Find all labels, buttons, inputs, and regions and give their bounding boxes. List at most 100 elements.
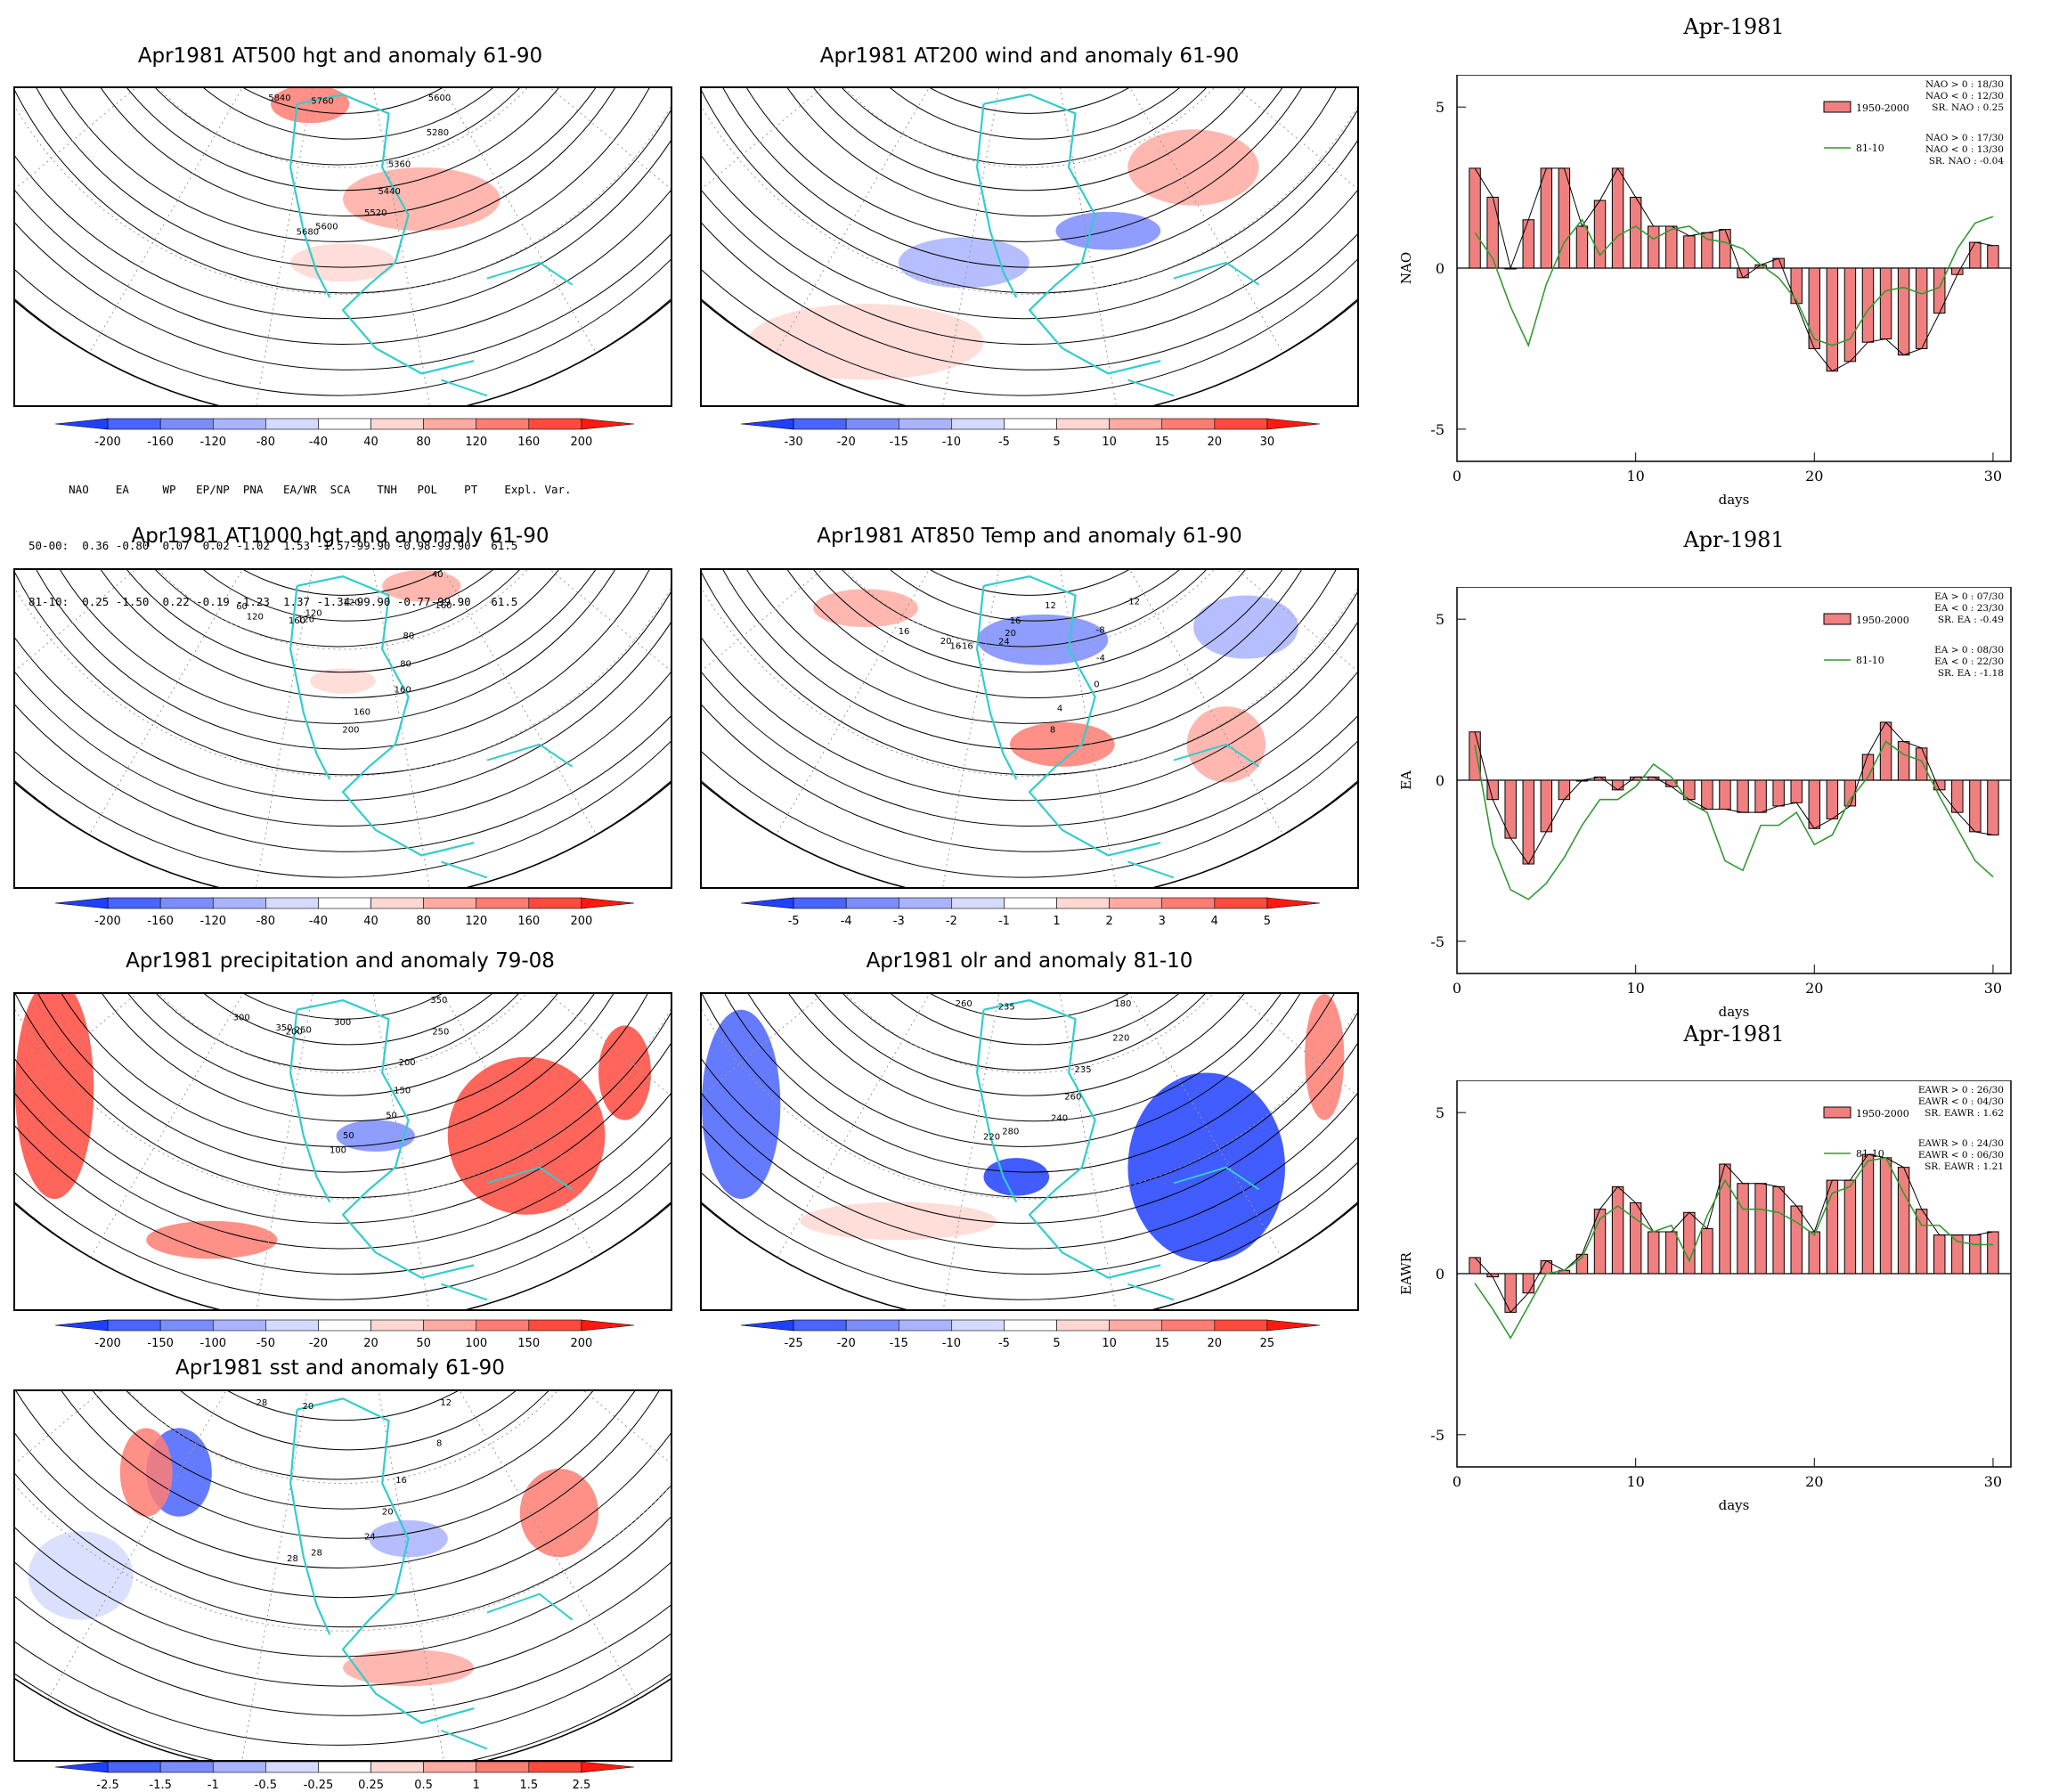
- contour-label: 160: [395, 686, 411, 696]
- timeseries-title: Apr-1981: [1683, 527, 1785, 552]
- colorbar: -200 -160 -120 -80 -40 40 80 120 160 200: [55, 418, 635, 449]
- bar: [1683, 235, 1696, 269]
- contour-line: [67, 570, 619, 673]
- bar: [1754, 779, 1767, 813]
- anomaly-shading: [336, 1120, 415, 1152]
- colorbar-swatch: [1056, 1319, 1110, 1332]
- coastline: [1127, 261, 1260, 397]
- grid-line: [342, 570, 598, 835]
- contour-line: [15, 1391, 671, 1687]
- coastline: [289, 998, 475, 1279]
- map-title: Apr1981 AT200 wind and anomaly 61-90: [819, 45, 1240, 68]
- bar: [1969, 241, 1982, 269]
- anomaly-shading: [598, 1025, 651, 1120]
- anomaly-shading: [271, 88, 350, 124]
- colorbar-swatch: [55, 1761, 109, 1773]
- colorbar-tick-label: -20: [837, 1337, 856, 1350]
- bar: [1558, 779, 1571, 801]
- bar: [1522, 779, 1534, 865]
- anomaly-shading: [310, 668, 376, 694]
- bar: [1719, 779, 1731, 810]
- colorbar-tick-label: 30: [1260, 436, 1275, 449]
- legend-stat-line: SR. EA : -1.18: [1938, 668, 2004, 679]
- colorbar-swatch: [1004, 418, 1057, 430]
- colorbar-swatch: [1214, 897, 1268, 909]
- legend-stat-bar: SR. EAWR : 1.62: [1925, 1108, 2004, 1119]
- grid-line: [1029, 994, 1282, 1258]
- colorbar-tick-label: 10: [1102, 436, 1117, 449]
- legend-stat-line: SR. EAWR : 1.21: [1925, 1161, 2004, 1172]
- contour-line: [702, 994, 1347, 1147]
- colorbar-swatch: [741, 1319, 794, 1332]
- contour-label: 120: [343, 599, 360, 608]
- contour-label: 260: [1064, 1093, 1081, 1103]
- series-line-8110: [1474, 216, 1994, 348]
- y-axis-label: EA: [1398, 770, 1414, 790]
- bar: [1915, 747, 1928, 781]
- colorbar-tick-label: 25: [1260, 1337, 1275, 1350]
- map-title: Apr1981 olr and anomaly 81-10: [866, 949, 1193, 973]
- grid-line: [1029, 88, 1119, 405]
- bar: [1665, 225, 1678, 269]
- coastline: [441, 743, 574, 879]
- contour-line: [15, 994, 671, 1199]
- contour-line: [15, 1391, 671, 1568]
- contour-line: [15, 994, 671, 1300]
- contour-label: 120: [305, 609, 322, 619]
- timeseries-chart: -5 0 5 0 10 20 30 days EA 1950-2000 EA > 0 : 07/30…: [1398, 587, 2012, 1020]
- x-tick-label: 20: [1805, 468, 1823, 485]
- coastline: [289, 574, 475, 857]
- grid-line: [88, 570, 344, 835]
- y-tick-label: 0: [1436, 1266, 1445, 1283]
- contour-line: [702, 88, 1357, 268]
- grid-line: [1029, 570, 1284, 835]
- contour-label: 5760: [311, 96, 333, 106]
- colorbar-swatch: [370, 418, 424, 430]
- colorbar-tick-label: 200: [570, 1337, 592, 1350]
- legend-stat-bar: SR. EA : -0.49: [1938, 615, 2004, 625]
- colorbar-tick-label: 100: [465, 1337, 487, 1350]
- map-title: Apr1981 AT1000 hgt and anomaly 61-90: [131, 525, 549, 548]
- x-tick-label: 20: [1805, 1473, 1823, 1490]
- bar: [1969, 779, 1982, 833]
- contour-label: 350: [430, 996, 447, 1006]
- colorbar-tick-label: 4: [1211, 915, 1218, 928]
- contour-line: [773, 88, 1275, 166]
- contour-line: [50, 994, 647, 1122]
- contour-line: [702, 570, 1348, 724]
- colorbar-tick-label: 0.5: [414, 1779, 433, 1792]
- legend-label-line: 81-10: [1856, 655, 1884, 666]
- contour-line: [48, 570, 648, 699]
- bar: [1504, 1273, 1517, 1313]
- contour-line: [702, 994, 1357, 1199]
- bar: [1737, 1183, 1749, 1275]
- bar: [1611, 1185, 1624, 1275]
- contour-line: [755, 994, 1304, 1096]
- contour-label: 80: [403, 631, 415, 641]
- grid-line: [90, 994, 596, 1073]
- colorbar-tick-label: -40: [309, 436, 328, 449]
- bar: [1522, 1273, 1534, 1294]
- colorbar-tick-label: -15: [890, 1337, 908, 1350]
- coastline: [976, 998, 1161, 1279]
- colorbar-tick-label: -200: [94, 436, 121, 449]
- colorbar-tick-label: -0.5: [255, 1779, 277, 1792]
- colorbar-tick-label: 20: [1208, 436, 1223, 449]
- colorbar-swatch: [793, 418, 847, 430]
- contour-line: [808, 570, 1262, 622]
- colorbar-tick-label: 40: [363, 915, 378, 928]
- bar: [1826, 267, 1839, 372]
- grid-line: [47, 1391, 344, 1700]
- bar-connector-line: [1474, 167, 1994, 372]
- colorbar: -200 -150 -100 -50 -20 20 50 100 150 200: [55, 1319, 635, 1350]
- colorbar-tick-label: 160: [517, 436, 540, 449]
- grid-line: [940, 570, 1030, 887]
- contour-line: [142, 994, 544, 1020]
- legend-swatch-bar: [1823, 1106, 1851, 1119]
- contour-label: 260: [956, 999, 973, 1009]
- bar: [1897, 741, 1910, 781]
- contour-label: 160: [289, 616, 305, 626]
- bar: [1701, 1227, 1713, 1275]
- colorbar-swatch: [55, 1319, 109, 1332]
- colorbar-tick-label: -4: [841, 915, 852, 928]
